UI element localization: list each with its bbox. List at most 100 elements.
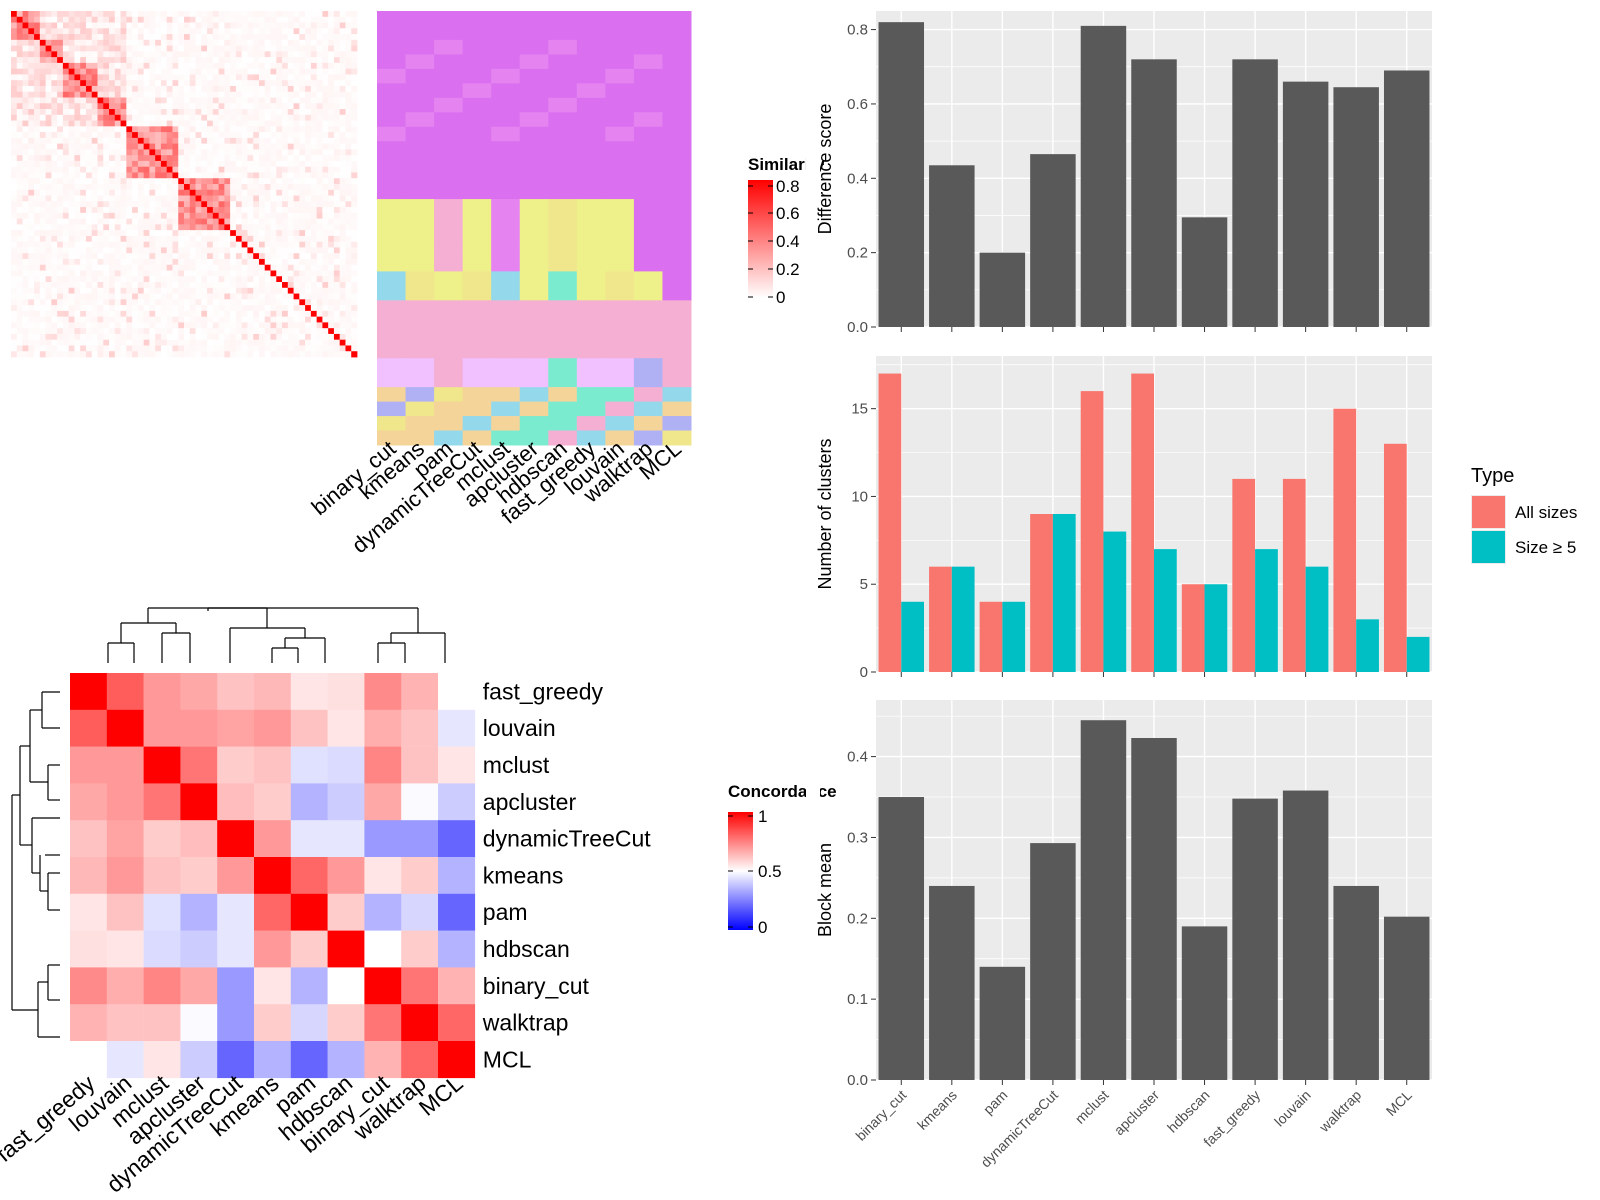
similarity-cell (62, 143, 70, 150)
similarity-cell (114, 120, 121, 127)
similarity-cell (293, 137, 300, 145)
similarity-cell (333, 16, 341, 23)
similarity-cell (345, 212, 352, 219)
similarity-cell (207, 137, 214, 145)
similarity-cell (160, 207, 168, 214)
similarity-cell (91, 155, 98, 162)
similarity-cell (328, 201, 335, 208)
cluster-cell (605, 401, 635, 417)
similarity-cell (270, 149, 277, 156)
similarity-cell (149, 230, 156, 237)
similarity-cell (45, 258, 52, 266)
similarity-cell (230, 316, 237, 323)
similarity-cell (39, 282, 46, 289)
similarity-cell (322, 345, 329, 352)
similarity-cell (253, 68, 260, 75)
similarity-cell (287, 339, 294, 346)
cluster-cell (576, 155, 606, 171)
cluster-cell (548, 242, 578, 258)
similarity-cell (109, 351, 116, 358)
similarity-cell (39, 22, 46, 29)
similarity-cell (351, 28, 358, 35)
similarity-cell (189, 189, 196, 196)
cluster-cell (491, 25, 521, 41)
similarity-cell (85, 143, 93, 150)
cluster-cell (548, 199, 578, 215)
similarity-cell (109, 230, 116, 237)
similarity-cell (62, 109, 70, 116)
similarity-cell (34, 305, 41, 312)
similarity-cell (235, 333, 243, 341)
similarity-cell (293, 126, 300, 133)
similarity-cell (137, 166, 145, 173)
similarity-cell (310, 172, 318, 179)
similarity-cell (258, 212, 266, 219)
similarity-cell (160, 276, 168, 283)
similarity-cell (51, 80, 58, 87)
similarity-cell (282, 143, 289, 150)
similarity-cell (178, 195, 185, 202)
similarity-cell (34, 276, 41, 283)
similarity-cell (39, 114, 46, 121)
similarity-cell (282, 299, 289, 306)
bar-all-sizes (929, 566, 952, 672)
similarity-cell (39, 39, 46, 46)
similarity-cell (39, 253, 46, 260)
similarity-cell (230, 212, 237, 219)
similarity-legend-tick-label: 0.4 (776, 232, 800, 251)
similarity-cell (328, 224, 335, 231)
similarity-cell (132, 155, 139, 162)
concordance-cell (217, 1041, 255, 1079)
similarity-cell (22, 57, 29, 64)
concordance-cell (143, 673, 181, 711)
similarity-cell (287, 91, 294, 98)
similarity-cell (247, 282, 254, 289)
similarity-cell (333, 305, 341, 312)
similarity-cell (299, 207, 306, 214)
similarity-cell (68, 264, 75, 271)
similarity-cell (22, 160, 29, 168)
similarity-cell (120, 333, 127, 341)
similarity-cell (132, 126, 139, 133)
similarity-cell (109, 218, 116, 225)
similarity-cell (218, 178, 225, 185)
similarity-cell (120, 339, 127, 346)
similarity-cell (305, 97, 312, 104)
similarity-cell (126, 45, 133, 52)
similarity-cell (109, 57, 116, 64)
similarity-cell (11, 241, 18, 248)
similarity-cell (45, 155, 52, 162)
similarity-cell (11, 51, 18, 58)
similarity-cell (114, 316, 121, 323)
similarity-cell (207, 166, 214, 173)
cluster-cell (576, 126, 606, 142)
similarity-cell (230, 207, 237, 214)
concordance-cell (217, 709, 255, 747)
similarity-cell (120, 235, 127, 243)
similarity-cell (189, 143, 196, 150)
similarity-cell (264, 68, 271, 75)
similarity-cell (224, 114, 231, 121)
cluster-cell (662, 170, 692, 186)
similarity-cell (287, 293, 294, 300)
similarity-cell (310, 218, 318, 225)
similarity-cell (339, 149, 346, 156)
similarity-cell (224, 333, 231, 341)
similarity-cell (85, 28, 93, 35)
type-legend-title: Type (1471, 465, 1514, 487)
similarity-cell (247, 195, 254, 202)
similarity-cell (276, 132, 283, 139)
similarity-cell (316, 57, 323, 64)
similarity-cell (305, 137, 312, 145)
similarity-cell (316, 120, 323, 127)
similarity-cell (166, 160, 173, 168)
similarity-cell (45, 184, 52, 191)
similarity-cell (51, 316, 58, 323)
cluster-cell (377, 170, 407, 186)
cluster-cell (605, 25, 635, 41)
similarity-cell (16, 172, 23, 179)
similarity-cell (184, 45, 191, 52)
similarity-cell (155, 68, 162, 75)
similarity-cell (345, 172, 352, 179)
cluster-cell (605, 141, 635, 157)
